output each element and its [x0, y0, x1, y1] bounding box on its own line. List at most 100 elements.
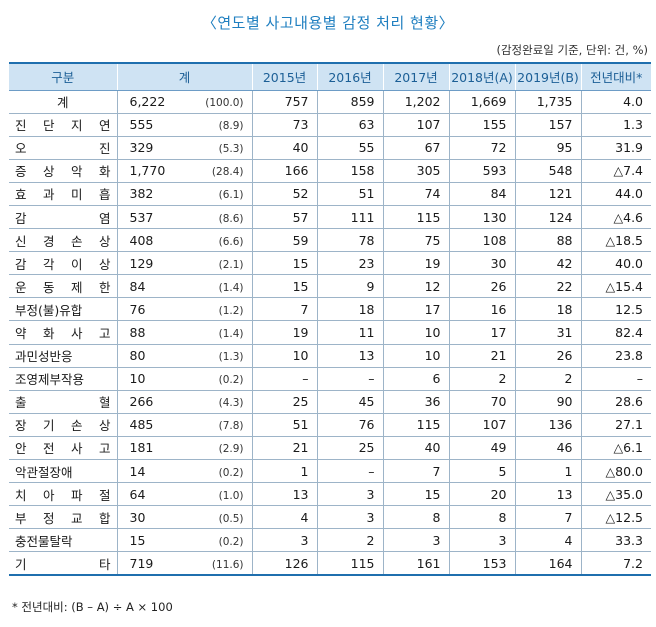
- year-value-cell: 90: [514, 390, 581, 414]
- share-percent: (11.6): [211, 558, 244, 571]
- change-cell: △4.6: [580, 205, 651, 230]
- year-value-cell: 16: [448, 297, 515, 322]
- total-value: 719: [129, 555, 154, 571]
- total-cell: 80 (1.3): [116, 344, 252, 368]
- year-value-cell: 124: [514, 205, 581, 230]
- year-value-cell: 155: [448, 113, 515, 137]
- year-value-cell: 7: [382, 459, 449, 484]
- category-cell: 조영제부작용: [9, 367, 117, 391]
- total-value: 30: [129, 509, 146, 525]
- share-percent: (28.4): [211, 166, 244, 179]
- year-value-cell: 70: [448, 390, 515, 414]
- year-value-cell: 84: [448, 182, 515, 206]
- total-value: 382: [129, 186, 154, 202]
- category-label: 과민성반응: [15, 349, 73, 365]
- table-row: 계 6,222 (100.0) 757 859 1,202 1,669 1,735 4.0: [9, 90, 651, 114]
- table-row: 부 정 교 합 30 (0.5) 4 3 8 8 7 △12.5: [9, 505, 651, 530]
- year-value-cell: 12: [382, 274, 449, 299]
- year-value-cell: 6: [382, 367, 449, 391]
- change-cell: –: [580, 367, 651, 391]
- total-cell: 266 (4.3): [116, 390, 252, 414]
- total-cell: 485 (7.8): [116, 413, 252, 437]
- year-value-cell: 49: [448, 436, 515, 461]
- total-value: 329: [129, 140, 154, 156]
- year-value-cell: 115: [382, 413, 449, 437]
- total-cell: 15 (0.2): [116, 528, 252, 553]
- change-cell: △15.4: [580, 274, 651, 299]
- footnote: * 전년대비: (B – A) ÷ A × 100: [12, 600, 173, 614]
- change-cell: △80.0: [580, 459, 651, 484]
- year-value-cell: 126: [251, 551, 317, 576]
- table-row: 약 화 사 고 88 (1.4) 19 11 10 17 31 82.4: [9, 320, 651, 345]
- year-value-cell: 9: [316, 274, 383, 299]
- year-value-cell: 15: [251, 251, 317, 276]
- total-value: 88: [129, 324, 146, 340]
- column-header: 2018년(A): [448, 62, 515, 91]
- year-value-cell: 45: [316, 390, 383, 414]
- column-header: 계: [116, 62, 252, 91]
- year-value-cell: 55: [316, 136, 383, 160]
- share-percent: (5.3): [218, 143, 244, 156]
- category-label: 부정(불)유합: [15, 302, 83, 318]
- year-value-cell: 859: [316, 90, 383, 114]
- year-value-cell: 51: [316, 182, 383, 206]
- table-row: 오 진 329 (5.3) 40 55 67 72 95 31.9: [9, 136, 651, 160]
- year-value-cell: 13: [316, 344, 383, 368]
- change-cell: △7.4: [580, 159, 651, 183]
- column-header: 2019년(B): [514, 62, 581, 91]
- total-cell: 64 (1.0): [116, 482, 252, 507]
- change-cell: 27.1: [580, 413, 651, 437]
- year-value-cell: 115: [382, 205, 449, 230]
- table-row: 증 상 악 화 1,770 (28.4) 166 158 305 593 548 △7.4: [9, 159, 651, 183]
- share-percent: (0.2): [218, 466, 244, 479]
- share-percent: (7.8): [218, 420, 244, 433]
- year-value-cell: 4: [251, 505, 317, 530]
- total-cell: 719 (11.6): [116, 551, 252, 576]
- year-value-cell: 59: [251, 228, 317, 253]
- change-cell: △35.0: [580, 482, 651, 507]
- table-row: 출 혈 266 (4.3) 25 45 36 70 90 28.6: [9, 390, 651, 414]
- share-percent: (1.4): [218, 281, 244, 294]
- category-label: 악관절장애: [15, 464, 73, 480]
- total-value: 6,222: [129, 94, 166, 110]
- year-value-cell: 3: [316, 505, 383, 530]
- total-cell: 537 (8.6): [116, 205, 252, 230]
- total-cell: 181 (2.9): [116, 436, 252, 461]
- total-value: 537: [129, 209, 154, 225]
- year-value-cell: 40: [251, 136, 317, 160]
- year-value-cell: 22: [514, 274, 581, 299]
- year-value-cell: 20: [448, 482, 515, 507]
- change-cell: 40.0: [580, 251, 651, 276]
- total-value: 64: [129, 486, 146, 502]
- share-percent: (1.2): [218, 304, 244, 317]
- year-value-cell: 73: [251, 113, 317, 137]
- year-value-cell: 107: [382, 113, 449, 137]
- year-value-cell: 46: [514, 436, 581, 461]
- change-cell: △12.5: [580, 505, 651, 530]
- year-value-cell: 157: [514, 113, 581, 137]
- table-row: 과민성반응 80 (1.3) 10 13 10 21 26 23.8: [9, 344, 651, 368]
- share-percent: (100.0): [205, 97, 244, 110]
- year-value-cell: 13: [514, 482, 581, 507]
- year-value-cell: 1: [251, 459, 317, 484]
- year-value-cell: 30: [448, 251, 515, 276]
- year-value-cell: 1,735: [514, 90, 581, 114]
- year-value-cell: 7: [251, 297, 317, 322]
- table-row: 조영제부작용 10 (0.2) – –6 2 2–: [9, 367, 651, 391]
- year-value-cell: 305: [382, 159, 449, 183]
- total-value: 408: [129, 232, 154, 248]
